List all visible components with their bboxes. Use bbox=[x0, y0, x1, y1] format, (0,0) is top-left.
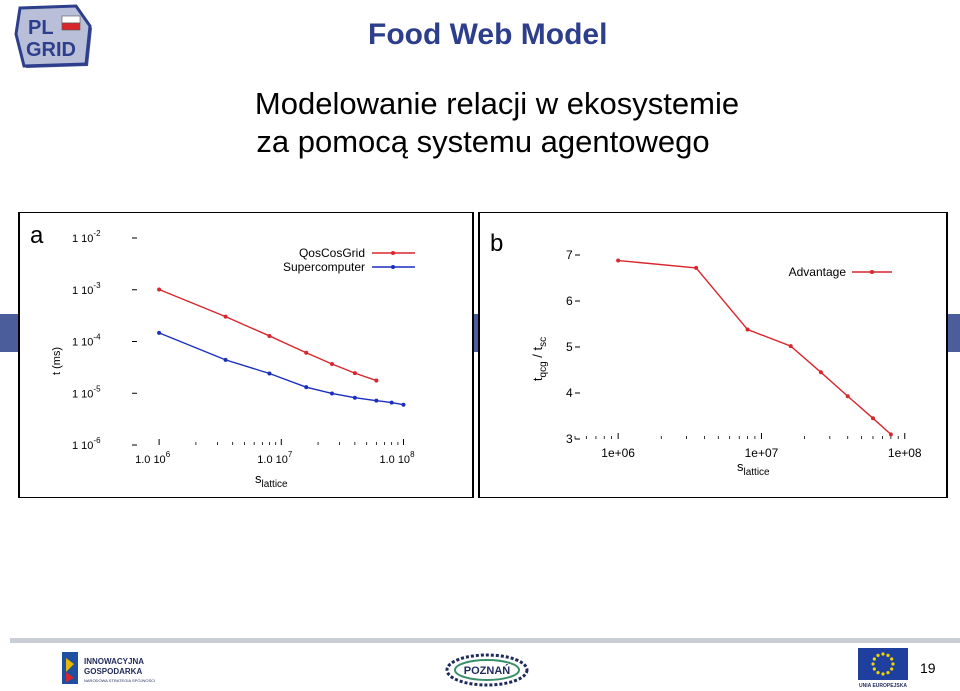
x-tick-label: 1.0 107 bbox=[257, 450, 293, 466]
chart-a: a t (ms) slattice 1 10-2 1 10-3 1 10-4 1 10… bbox=[30, 222, 415, 490]
logo-text-1: PL bbox=[28, 17, 54, 39]
data-point bbox=[223, 357, 228, 362]
decorative-bar-middle bbox=[470, 314, 478, 352]
y-tick-label: 1 10-2 bbox=[72, 229, 101, 245]
x-tick-label: 1e+08 bbox=[888, 446, 922, 460]
eu-star bbox=[876, 671, 880, 675]
eu-star bbox=[881, 672, 885, 676]
y-axis-label-a: t (ms) bbox=[51, 347, 63, 375]
series-line bbox=[158, 332, 404, 406]
data-point bbox=[616, 258, 621, 263]
data-point bbox=[157, 287, 162, 292]
panel-label-b: b bbox=[490, 230, 503, 257]
legend-label: Advantage bbox=[789, 265, 847, 279]
series-line bbox=[618, 259, 892, 435]
x-tick-label: 1e+07 bbox=[745, 446, 779, 460]
data-point bbox=[330, 391, 335, 396]
y-tick-label: 1 10-4 bbox=[72, 333, 101, 349]
y-tick-label: 6 bbox=[566, 294, 573, 308]
x-axis-label-b: slattice bbox=[737, 459, 770, 478]
data-point bbox=[304, 385, 309, 390]
y-tick-label: 1 10-6 bbox=[72, 436, 101, 452]
data-point bbox=[330, 362, 335, 367]
data-point bbox=[818, 370, 823, 375]
eu-star bbox=[872, 657, 876, 661]
innowacyjna-gospodarka-logo: INNOWACYJNA GOSPODARKA NARODOWA STRATEGI… bbox=[62, 652, 155, 684]
panel-label-a: a bbox=[30, 222, 44, 249]
logo-ig-line1: INNOWACYJNA bbox=[84, 657, 144, 666]
y-tick-label: 4 bbox=[566, 386, 573, 400]
poznan-logo-text: POZNAŃ bbox=[464, 664, 511, 677]
decorative-bar-right bbox=[944, 314, 960, 352]
footer-divider bbox=[10, 638, 960, 643]
data-point bbox=[401, 402, 406, 407]
y-tick-label: 7 bbox=[566, 248, 573, 262]
x-axis-label-a: slattice bbox=[255, 471, 288, 490]
subtitle-line-2: za pomocą systemu agentowego bbox=[256, 124, 710, 159]
eu-star bbox=[891, 662, 895, 666]
data-point bbox=[788, 344, 793, 349]
data-point bbox=[694, 265, 699, 270]
eu-star bbox=[890, 657, 894, 661]
data-point bbox=[304, 350, 309, 355]
legend-marker bbox=[391, 265, 395, 269]
eu-star bbox=[872, 667, 876, 671]
eu-star bbox=[886, 653, 890, 657]
title-text: Food Web Model bbox=[368, 18, 608, 51]
data-point bbox=[374, 398, 379, 403]
legend-marker bbox=[870, 270, 874, 274]
logo-ig-line2: GOSPODARKA bbox=[84, 667, 142, 676]
eu-star bbox=[871, 662, 875, 666]
data-point bbox=[374, 378, 379, 383]
page-title: Food Web Model bbox=[0, 18, 960, 58]
y-tick-label: 1 10-5 bbox=[72, 384, 101, 400]
data-point bbox=[267, 333, 272, 338]
eu-logo-text: UNIA EUROPEJSKA bbox=[859, 683, 907, 689]
eu-logo: UNIA EUROPEJSKA bbox=[858, 648, 908, 689]
x-tick-label: 1.0 106 bbox=[135, 450, 171, 466]
data-point bbox=[745, 327, 750, 332]
data-point bbox=[888, 432, 893, 437]
logo-ig-line3: NARODOWA STRATEGIA SPÓJNOŚCI bbox=[84, 678, 155, 683]
eu-star bbox=[881, 652, 885, 656]
slide-number: 19 bbox=[920, 660, 936, 676]
y-tick-label: 1 10-3 bbox=[72, 281, 101, 297]
data-point bbox=[157, 330, 162, 335]
legend-label: QosCosGrid bbox=[299, 246, 365, 260]
eu-star bbox=[890, 667, 894, 671]
plgrid-logo: PL GRID bbox=[14, 4, 92, 68]
legend-marker bbox=[391, 251, 395, 255]
eu-star bbox=[886, 671, 890, 675]
logo-text-2: GRID bbox=[26, 39, 76, 61]
chart-panel-b: b tqcg / tsc slattice 3 4 5 6 7 1e+06 1e+07 1e+… bbox=[478, 212, 948, 498]
data-point bbox=[870, 416, 875, 421]
data-point bbox=[845, 394, 850, 399]
chart-panel-a: a t (ms) slattice 1 10-2 1 10-3 1 10-4 1 10… bbox=[18, 212, 474, 498]
decorative-bar-left bbox=[0, 314, 18, 352]
data-point bbox=[352, 395, 357, 400]
subtitle-line-1: Modelowanie relacji w ekosystemie bbox=[254, 86, 740, 121]
legend-label: Supercomputer bbox=[283, 260, 365, 274]
data-point bbox=[223, 314, 228, 319]
eu-star bbox=[876, 653, 880, 657]
chart-b: b tqcg / tsc slattice 3 4 5 6 7 1e+06 1e+07 1e+… bbox=[490, 230, 922, 478]
x-tick-label: 1e+06 bbox=[601, 446, 635, 460]
y-axis-label-b: tqcg / tsc bbox=[530, 337, 549, 381]
data-point bbox=[267, 371, 272, 376]
poznan-logo: POZNAŃ bbox=[445, 653, 529, 687]
data-point bbox=[389, 400, 394, 405]
y-tick-label: 3 bbox=[566, 432, 573, 446]
y-tick-label: 5 bbox=[566, 340, 573, 354]
data-point bbox=[352, 371, 357, 376]
x-tick-label: 1.0 108 bbox=[379, 450, 415, 466]
